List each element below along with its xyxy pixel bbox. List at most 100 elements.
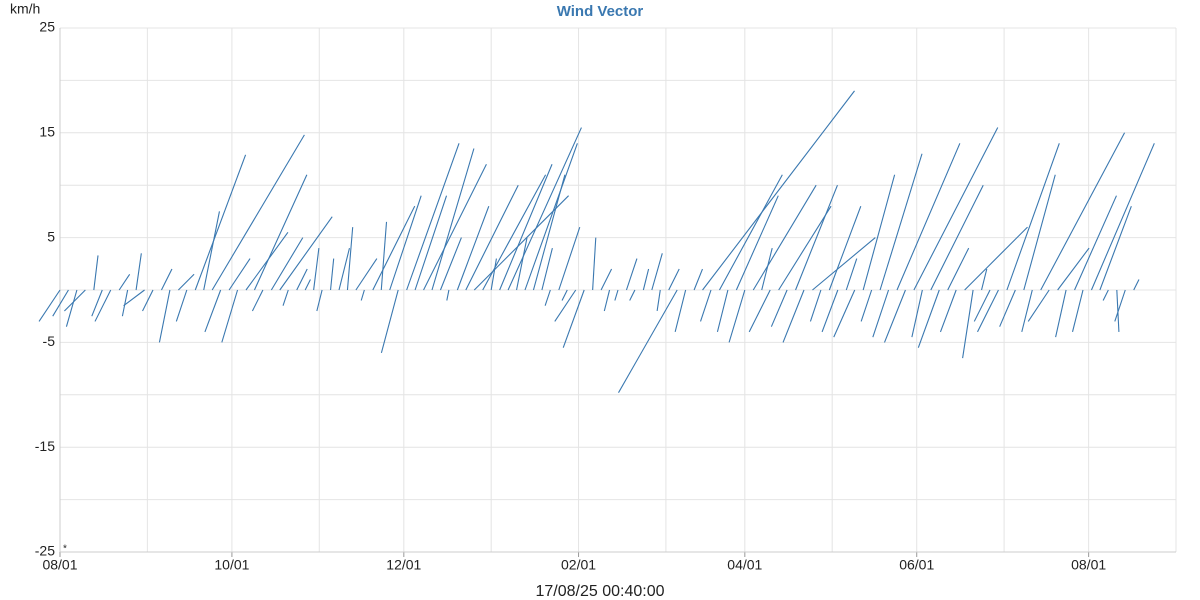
wind-vector bbox=[674, 289, 687, 333]
wind-vector bbox=[558, 226, 581, 291]
wind-vector bbox=[964, 226, 1028, 291]
wind-vector bbox=[360, 289, 365, 301]
wind-vector bbox=[251, 289, 264, 312]
wind-vector bbox=[860, 289, 873, 322]
wind-vector bbox=[221, 289, 239, 343]
wind-vector bbox=[939, 289, 957, 333]
wind-vector bbox=[962, 289, 974, 359]
wind-vector bbox=[718, 174, 783, 291]
wind-vector bbox=[761, 247, 773, 291]
wind-vector bbox=[845, 258, 858, 291]
wind-vector bbox=[629, 289, 636, 301]
y-tick-label: -25 bbox=[35, 543, 55, 559]
wind-vector bbox=[177, 273, 195, 291]
wind-vector bbox=[833, 289, 856, 338]
wind-vector bbox=[93, 255, 99, 291]
x-tick-label: 08/01 bbox=[1071, 557, 1106, 573]
wind-vector bbox=[862, 174, 896, 291]
wind-vector bbox=[977, 289, 999, 333]
wind-vector bbox=[1114, 289, 1126, 322]
wind-vector bbox=[313, 248, 320, 291]
wind-vector bbox=[947, 247, 970, 291]
wind-vector bbox=[702, 90, 855, 291]
wind-vector bbox=[735, 195, 779, 291]
wind-vector bbox=[728, 289, 746, 343]
wind-vector bbox=[482, 174, 547, 291]
wind-vector bbox=[1102, 289, 1109, 301]
wind-vector bbox=[1071, 289, 1084, 333]
wind-vector bbox=[203, 211, 220, 291]
wind-vector bbox=[1057, 247, 1090, 291]
wind-vector bbox=[812, 237, 876, 291]
wind-vector bbox=[380, 221, 388, 291]
wind-vector bbox=[338, 247, 351, 291]
wind-vector bbox=[316, 289, 323, 312]
wind-vector bbox=[1006, 143, 1060, 291]
wind-vector bbox=[490, 258, 497, 291]
wind-vector bbox=[561, 289, 568, 301]
wind-vector bbox=[439, 237, 462, 291]
wind-vector bbox=[911, 289, 923, 338]
wind-vector bbox=[465, 184, 519, 291]
wind-vector bbox=[821, 289, 839, 333]
wind-vector bbox=[372, 205, 416, 291]
wind-vector bbox=[999, 289, 1016, 327]
wind-vector bbox=[414, 195, 448, 291]
wind-vector bbox=[693, 268, 703, 291]
wind-vector bbox=[228, 258, 251, 291]
chart-title: Wind Vector bbox=[557, 3, 644, 20]
wind-vector bbox=[1027, 289, 1050, 322]
y-axis-label: km/h bbox=[10, 1, 40, 17]
wind-vector bbox=[355, 258, 378, 291]
wind-vector bbox=[91, 289, 103, 317]
wind-vector bbox=[1074, 195, 1117, 291]
wind-vector bbox=[329, 258, 335, 291]
x-tick-label: 10/01 bbox=[214, 557, 249, 573]
y-tick-label: 5 bbox=[47, 228, 55, 244]
x-tick-label: 08/01 bbox=[42, 557, 77, 573]
wind-vector bbox=[524, 143, 578, 291]
x-tick-label: 04/01 bbox=[727, 557, 762, 573]
wind-vector bbox=[930, 184, 984, 291]
wind-vector bbox=[456, 205, 490, 291]
wind-vector bbox=[603, 289, 611, 312]
wind-vector bbox=[913, 127, 999, 291]
y-tick-label: -15 bbox=[35, 438, 55, 454]
wind-vector bbox=[981, 268, 988, 291]
wind-vector bbox=[123, 289, 145, 307]
wind-vector bbox=[160, 268, 173, 291]
wind-vector bbox=[1133, 279, 1140, 291]
wind-vector bbox=[507, 127, 582, 291]
wind-vector bbox=[770, 289, 788, 327]
wind-vector bbox=[748, 289, 771, 333]
wind-vector bbox=[1090, 143, 1155, 291]
wind-vector bbox=[431, 148, 475, 291]
wind-vector bbox=[296, 268, 308, 291]
wind-vector bbox=[270, 237, 304, 291]
y-tick-label: -5 bbox=[43, 333, 56, 349]
wind-vector bbox=[253, 174, 308, 291]
wind-vector bbox=[782, 289, 805, 343]
wind-vector bbox=[1021, 289, 1033, 333]
wind-vector bbox=[516, 237, 528, 291]
note: * bbox=[63, 544, 67, 555]
wind-vector bbox=[592, 237, 597, 291]
wind-vector bbox=[1055, 289, 1067, 338]
wind-vector bbox=[1023, 174, 1056, 291]
wind-vector bbox=[532, 174, 566, 291]
y-tick-label: 25 bbox=[39, 19, 55, 35]
wind-vector bbox=[380, 289, 399, 354]
wind-vector bbox=[554, 289, 577, 322]
wind-vector bbox=[499, 164, 553, 291]
wind-vector bbox=[142, 289, 154, 312]
wind-vector bbox=[38, 289, 61, 322]
wind-vector bbox=[651, 253, 663, 291]
wind-vector bbox=[879, 153, 923, 291]
footer-timestamp: 17/08/25 00:40:00 bbox=[535, 583, 664, 600]
wind-vector bbox=[625, 258, 638, 291]
wind-vector bbox=[973, 289, 991, 322]
wind-vector bbox=[346, 227, 354, 291]
wind-vector bbox=[600, 268, 613, 291]
